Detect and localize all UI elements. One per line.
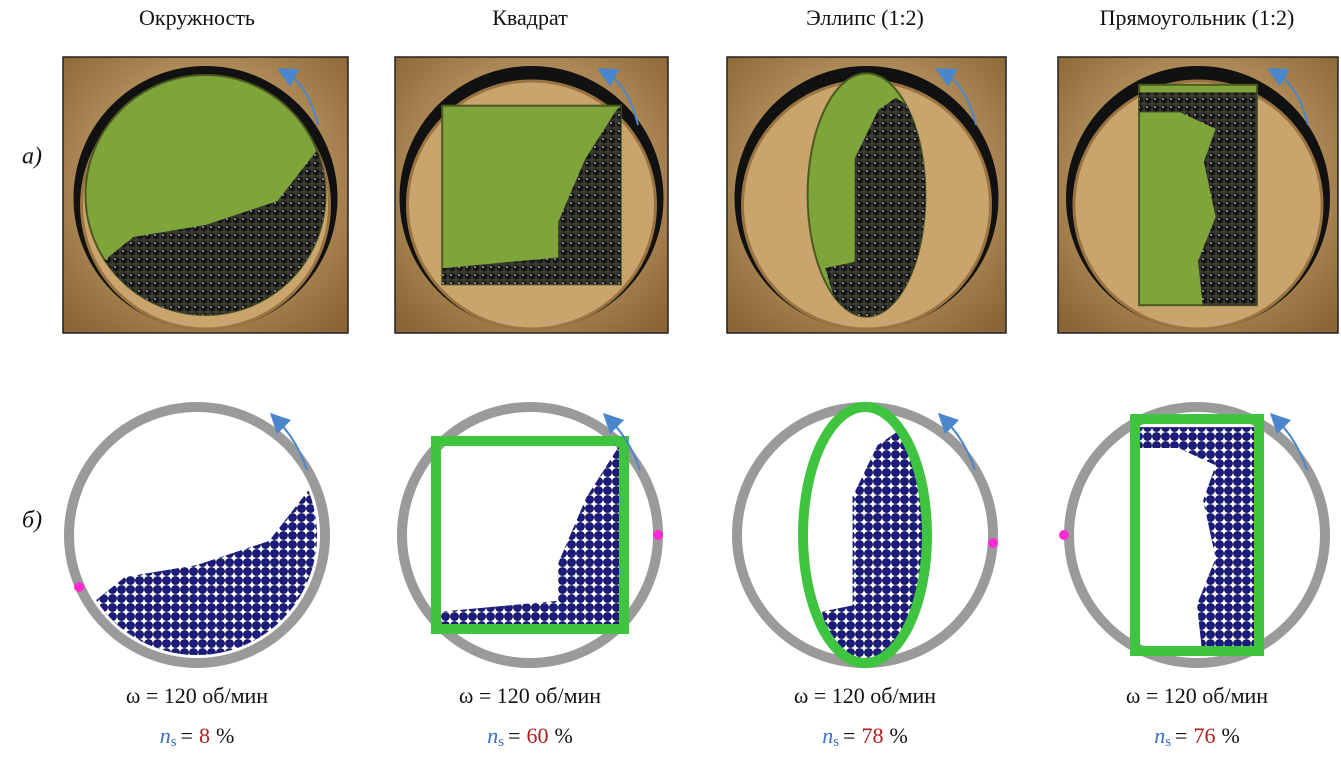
- column-title: Прямоугольник (1:2): [1100, 5, 1295, 30]
- omega-caption: ω = 120 об/мин: [794, 683, 936, 708]
- rotation-arrow: [597, 68, 639, 126]
- equals: =: [1175, 723, 1187, 748]
- sim-balls: [77, 475, 317, 655]
- sim-balls: [1135, 427, 1259, 651]
- rotation-arrow: [1269, 412, 1308, 471]
- rotation-arrow: [937, 412, 976, 471]
- s-subscript: s: [498, 734, 504, 750]
- ns-value: 76: [1193, 723, 1215, 748]
- rotation-arrow: [277, 68, 319, 126]
- sim-balls: [436, 441, 624, 629]
- ns-value: 78: [861, 723, 883, 748]
- sim-container: [798, 402, 932, 668]
- percent: %: [554, 723, 572, 748]
- row-label: б): [22, 508, 42, 534]
- ns-value: 60: [526, 723, 548, 748]
- equals: =: [181, 723, 193, 748]
- row-label: а): [22, 144, 42, 170]
- omega-caption: ω = 120 об/мин: [1126, 683, 1268, 708]
- percent: %: [216, 723, 234, 748]
- photo-balls: [825, 97, 926, 317]
- equals: =: [843, 723, 855, 748]
- column-title: Эллипс (1:2): [806, 5, 924, 30]
- sim-container: [431, 436, 629, 634]
- ns-caption: ns = 8%: [160, 723, 235, 750]
- s-subscript: s: [833, 734, 839, 750]
- column: Окружность ω = 120 об/мин ns = 8%: [62, 5, 349, 750]
- photo-balls: [442, 105, 621, 285]
- rotation-arrow: [269, 412, 308, 471]
- ns-caption: ns = 78%: [822, 723, 908, 750]
- s-subscript: s: [1165, 734, 1171, 750]
- sim-container: [1130, 414, 1264, 656]
- omega-caption: ω = 120 об/мин: [459, 683, 601, 708]
- s-subscript: s: [171, 734, 177, 750]
- rotation-arrow: [602, 412, 641, 471]
- marker: [74, 582, 84, 592]
- marker: [1059, 530, 1069, 540]
- column-title: Квадрат: [492, 5, 568, 30]
- marker: [653, 530, 663, 540]
- percent: %: [1221, 723, 1239, 748]
- column: Квадрат ω = 120 об/мин ns = 60%: [394, 5, 669, 750]
- ns-value: 8: [199, 723, 210, 748]
- rotation-arrow: [935, 68, 977, 126]
- n-symbol: n: [487, 723, 498, 748]
- equals: =: [508, 723, 520, 748]
- column: Прямоугольник (1:2) ω = 120 об/мин ns = 76%: [1057, 5, 1339, 750]
- column: Эллипс (1:2) ω = 120 об/мин ns = 78%: [726, 5, 1007, 750]
- marker: [988, 538, 998, 548]
- n-symbol: n: [1154, 723, 1165, 748]
- photo-balls: [1139, 92, 1257, 306]
- ns-caption: ns = 60%: [487, 723, 573, 750]
- n-symbol: n: [160, 723, 171, 748]
- sim-balls: [821, 432, 927, 663]
- percent: %: [889, 723, 907, 748]
- rotation-arrow: [1267, 68, 1309, 126]
- omega-caption: ω = 120 об/мин: [126, 683, 268, 708]
- ns-caption: ns = 76%: [1154, 723, 1240, 750]
- photo-balls: [85, 135, 326, 315]
- n-symbol: n: [822, 723, 833, 748]
- column-title: Окружность: [139, 5, 255, 30]
